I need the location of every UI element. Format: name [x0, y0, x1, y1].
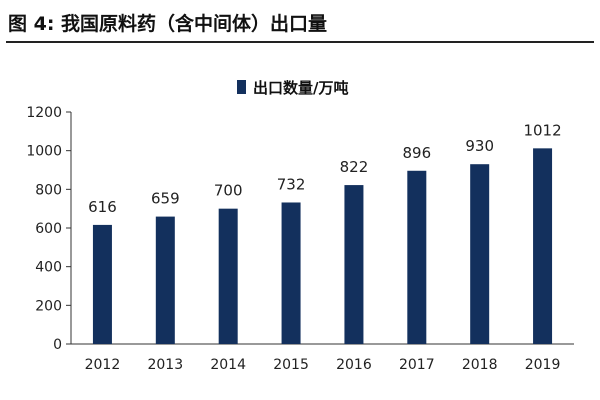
x-tick-label: 2016	[336, 357, 372, 373]
figure-title: 图 4: 我国原料药（含中间体）出口量	[8, 13, 328, 35]
bar-series: 616 659 700 732 822 896 930 1012	[88, 121, 562, 344]
bar	[344, 185, 364, 344]
bar	[218, 208, 238, 344]
data-label: 732	[277, 175, 306, 193]
y-tick-label: 1000	[26, 144, 62, 160]
legend-swatch	[237, 80, 246, 94]
data-label: 659	[151, 190, 180, 208]
data-label: 616	[88, 198, 117, 216]
y-tick-label: 200	[35, 298, 62, 314]
y-tick-label: 800	[35, 182, 62, 198]
x-tick-label: 2014	[210, 357, 246, 373]
bar	[407, 170, 427, 344]
data-label: 822	[340, 158, 369, 176]
y-tick-label: 600	[35, 221, 62, 237]
x-tick-label: 2017	[399, 357, 435, 373]
figure-header: 图 4: 我国原料药（含中间体）出口量	[0, 0, 600, 44]
legend: 出口数量/万吨	[237, 79, 348, 97]
y-tick-label: 0	[53, 337, 62, 353]
y-tick-label: 1200	[26, 105, 62, 121]
x-tick-label: 2012	[85, 357, 121, 373]
x-tick-label: 2018	[462, 357, 498, 373]
legend-label: 出口数量/万吨	[253, 79, 348, 97]
x-tick-label: 2013	[147, 357, 183, 373]
title-divider	[6, 41, 594, 43]
y-tick-label: 400	[35, 260, 62, 276]
data-label: 700	[214, 182, 243, 200]
data-label: 1012	[523, 121, 561, 139]
x-axis-ticks: 2012 2013 2014 2015 2016 2017 2018 2019	[85, 357, 561, 373]
bar	[155, 216, 175, 344]
data-label: 930	[465, 137, 494, 155]
data-label: 896	[402, 144, 431, 162]
bar-chart: 出口数量/万吨 0 200 400 600 800 1000 1200 616 659 700 7…	[26, 79, 574, 373]
x-tick-label: 2019	[525, 357, 561, 373]
x-tick-label: 2015	[273, 357, 309, 373]
bar	[470, 164, 490, 344]
bar	[533, 148, 553, 344]
bar	[92, 224, 112, 344]
bar	[281, 202, 301, 344]
chart-container: 出口数量/万吨 0 200 400 600 800 1000 1200 616 659 700 7…	[0, 50, 600, 400]
y-axis-ticks: 0 200 400 600 800 1000 1200	[26, 105, 71, 353]
